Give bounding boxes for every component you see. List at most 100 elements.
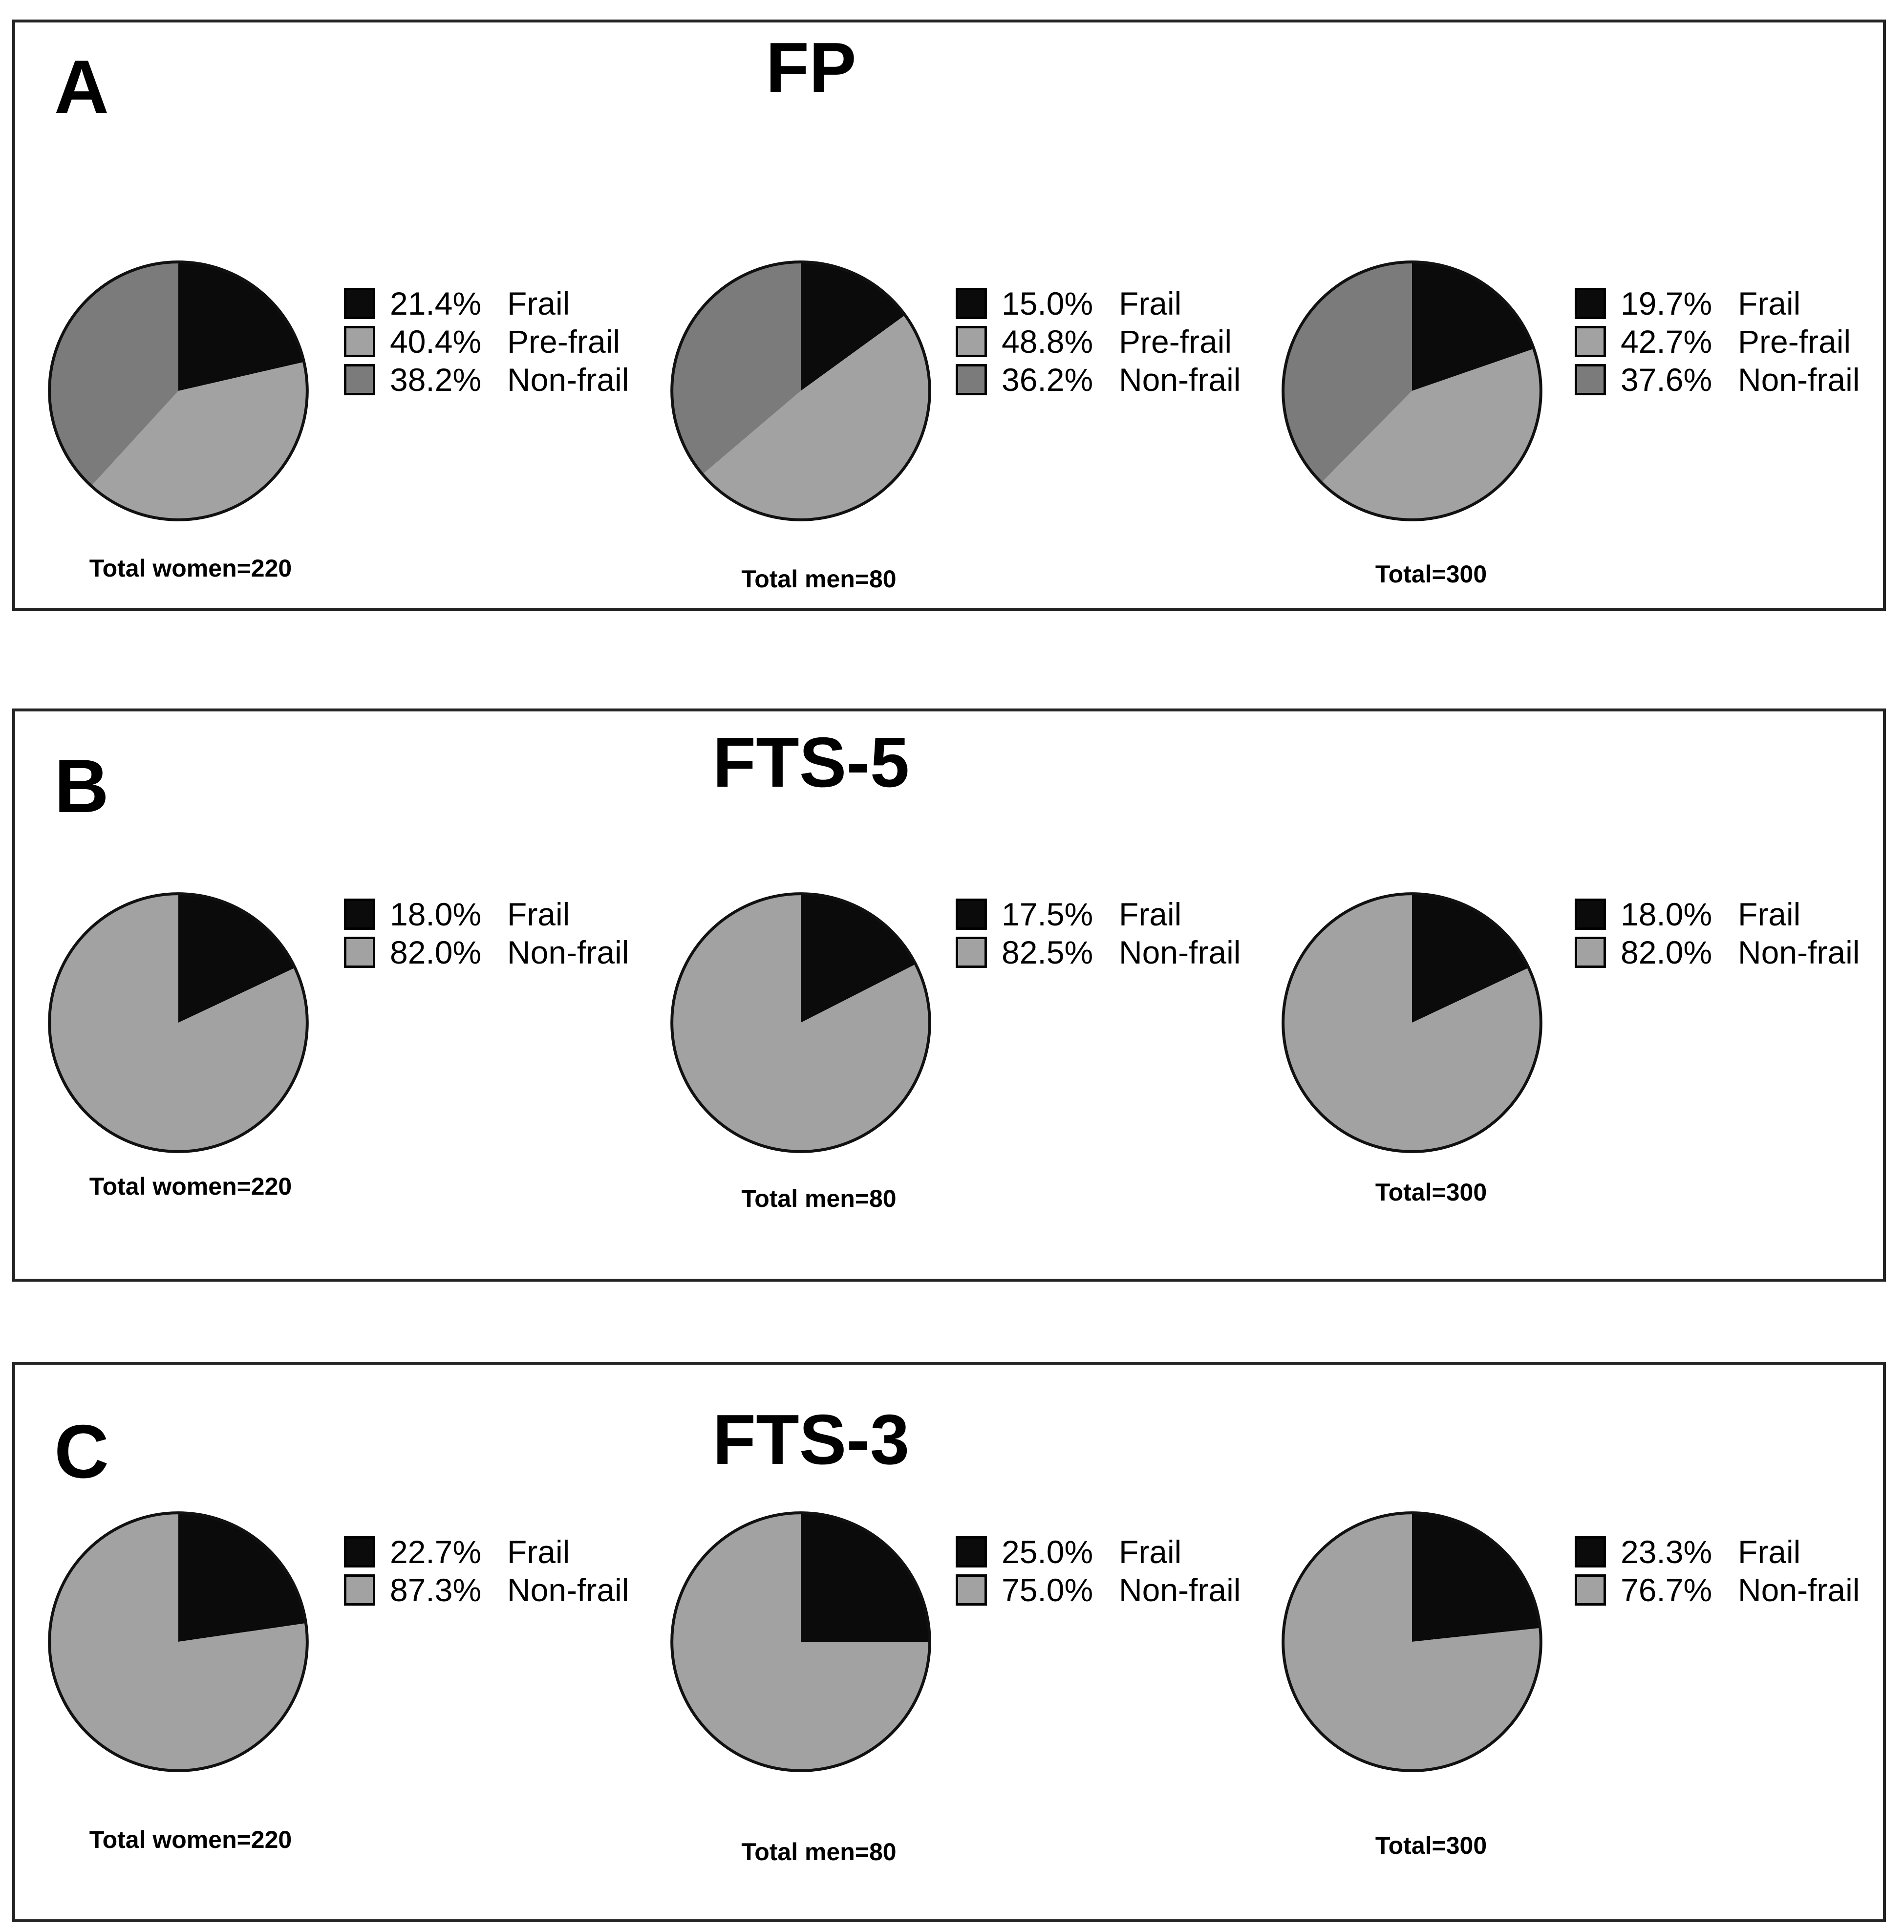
- legend-value: 37.6%: [1621, 362, 1712, 398]
- legend-item: 25.0% Frail: [956, 1533, 1241, 1570]
- legend-value: 87.3%: [390, 1572, 482, 1608]
- panel-letter: C: [54, 1409, 109, 1494]
- panel-letter: A: [54, 44, 109, 129]
- legend-label: Pre-frail: [507, 323, 620, 360]
- pie-slice-frail: [801, 262, 905, 391]
- pie-slice-non-frail: [49, 262, 178, 486]
- pie-outline: [670, 260, 931, 521]
- total-label: Total men=80: [741, 1185, 897, 1212]
- legend: 18.0% Frail 82.0% Non-frail: [344, 896, 629, 972]
- legend-item: 19.7% Frail: [1575, 285, 1860, 322]
- legend-swatch-non-frail: [344, 1574, 375, 1606]
- legend-label: Frail: [1119, 1534, 1182, 1570]
- legend-swatch-non-frail: [344, 937, 375, 968]
- legend-label: Non-frail: [1738, 934, 1860, 970]
- pie-slice-frail: [178, 262, 304, 391]
- total-label: Total women=220: [89, 555, 292, 582]
- legend-label: Pre-frail: [1738, 323, 1851, 360]
- pie-slice-non-frail: [1283, 894, 1541, 1152]
- legend-item: 40.4% Pre-frail: [344, 323, 629, 360]
- pie-chart-men: [670, 892, 931, 1153]
- legend-label: Non-frail: [1119, 1572, 1241, 1608]
- total-label: Total women=220: [89, 1173, 292, 1200]
- legend-label: Frail: [1738, 896, 1801, 932]
- legend-swatch-pre-frail: [956, 326, 987, 357]
- legend-swatch-frail: [344, 1536, 375, 1567]
- pie-chart-men: [670, 1511, 931, 1772]
- legend-value: 42.7%: [1621, 323, 1712, 360]
- legend-swatch-non-frail: [1575, 364, 1606, 395]
- legend-swatch-non-frail: [1575, 937, 1606, 968]
- legend-value: 22.7%: [390, 1534, 482, 1570]
- legend-value: 18.0%: [1621, 896, 1712, 932]
- legend-label: Non-frail: [507, 1572, 629, 1608]
- pie-slice-pre-frail: [702, 315, 930, 520]
- pie-slice-pre-frail: [1321, 348, 1541, 520]
- legend-label: Frail: [1119, 285, 1182, 322]
- legend-label: Frail: [507, 285, 570, 322]
- pie-slice-frail: [178, 1513, 306, 1642]
- panel-title: FP: [766, 28, 856, 107]
- pie-slice-frail: [1412, 1513, 1540, 1642]
- legend-value: 23.3%: [1621, 1534, 1712, 1570]
- pie-slice-frail: [1412, 262, 1534, 391]
- pie-chart-women: [48, 892, 309, 1153]
- total-label: Total=300: [1375, 1179, 1487, 1206]
- panel-title: FTS-3: [712, 1400, 910, 1479]
- legend-swatch-frail: [344, 288, 375, 319]
- legend-item: 36.2% Non-frail: [956, 361, 1241, 398]
- pie-slice-non-frail: [49, 894, 307, 1152]
- legend-item: 48.8% Pre-frail: [956, 323, 1241, 360]
- pie-slice-frail: [801, 894, 916, 1023]
- pie-outline: [1282, 1511, 1542, 1772]
- legend-value: 75.0%: [1002, 1572, 1093, 1608]
- legend-swatch-pre-frail: [1575, 326, 1606, 357]
- legend: 17.5% Frail 82.5% Non-frail: [956, 896, 1241, 972]
- legend-swatch-frail: [1575, 1536, 1606, 1567]
- legend-value: 48.8%: [1002, 323, 1093, 360]
- legend-item: 82.0% Non-frail: [344, 934, 629, 971]
- legend-value: 36.2%: [1002, 362, 1093, 398]
- legend-item: 37.6% Non-frail: [1575, 361, 1860, 398]
- legend-swatch-non-frail: [956, 364, 987, 395]
- legend-value: 38.2%: [390, 362, 482, 398]
- charts-row: 22.7% Frail 87.3% Non-frail Total women=220 2…: [15, 1365, 1883, 1919]
- pie-slice-non-frail: [49, 1513, 307, 1771]
- legend-label: Non-frail: [1119, 934, 1241, 970]
- legend-label: Pre-frail: [1119, 323, 1232, 360]
- legend-value: 25.0%: [1002, 1534, 1093, 1570]
- legend: 23.3% Frail 76.7% Non-frail: [1575, 1533, 1860, 1610]
- pie-slice-non-frail: [672, 262, 801, 474]
- panel-title: FTS-5: [712, 723, 910, 802]
- charts-row: 21.4% Frail 40.4% Pre-frail 38.2% Non-frail To…: [15, 22, 1883, 608]
- legend-swatch-frail: [1575, 899, 1606, 930]
- legend-item: 87.3% Non-frail: [344, 1571, 629, 1609]
- pie-slice-pre-frail: [91, 362, 307, 520]
- legend: 25.0% Frail 75.0% Non-frail: [956, 1533, 1241, 1610]
- pie-slice-non-frail: [1283, 1513, 1541, 1771]
- legend-value: 82.5%: [1002, 934, 1093, 970]
- legend-item: 82.5% Non-frail: [956, 934, 1241, 971]
- pie-outline: [1282, 260, 1542, 521]
- legend-value: 82.0%: [390, 934, 482, 970]
- legend-label: Frail: [1119, 896, 1182, 932]
- pie-chart-women: [48, 260, 309, 521]
- total-label: Total men=80: [741, 1838, 897, 1866]
- pie-chart-men: [670, 260, 931, 521]
- pie-outline: [48, 892, 309, 1153]
- legend-swatch-frail: [956, 288, 987, 319]
- legend-label: Non-frail: [507, 362, 629, 398]
- legend-swatch-frail: [1575, 288, 1606, 319]
- legend-item: 15.0% Frail: [956, 285, 1241, 322]
- legend-item: 42.7% Pre-frail: [1575, 323, 1860, 360]
- legend-swatch-non-frail: [956, 1574, 987, 1606]
- pie-chart-all: [1282, 892, 1542, 1153]
- legend-label: Non-frail: [1738, 1572, 1860, 1608]
- legend: 18.0% Frail 82.0% Non-frail: [1575, 896, 1860, 972]
- legend-item: 75.0% Non-frail: [956, 1571, 1241, 1609]
- pie-slice-non-frail: [1283, 262, 1412, 483]
- legend-label: Frail: [507, 896, 570, 932]
- legend: 21.4% Frail 40.4% Pre-frail 38.2% Non-frail: [344, 285, 629, 399]
- legend-label: Frail: [1738, 1534, 1801, 1570]
- pie-outline: [48, 1511, 309, 1772]
